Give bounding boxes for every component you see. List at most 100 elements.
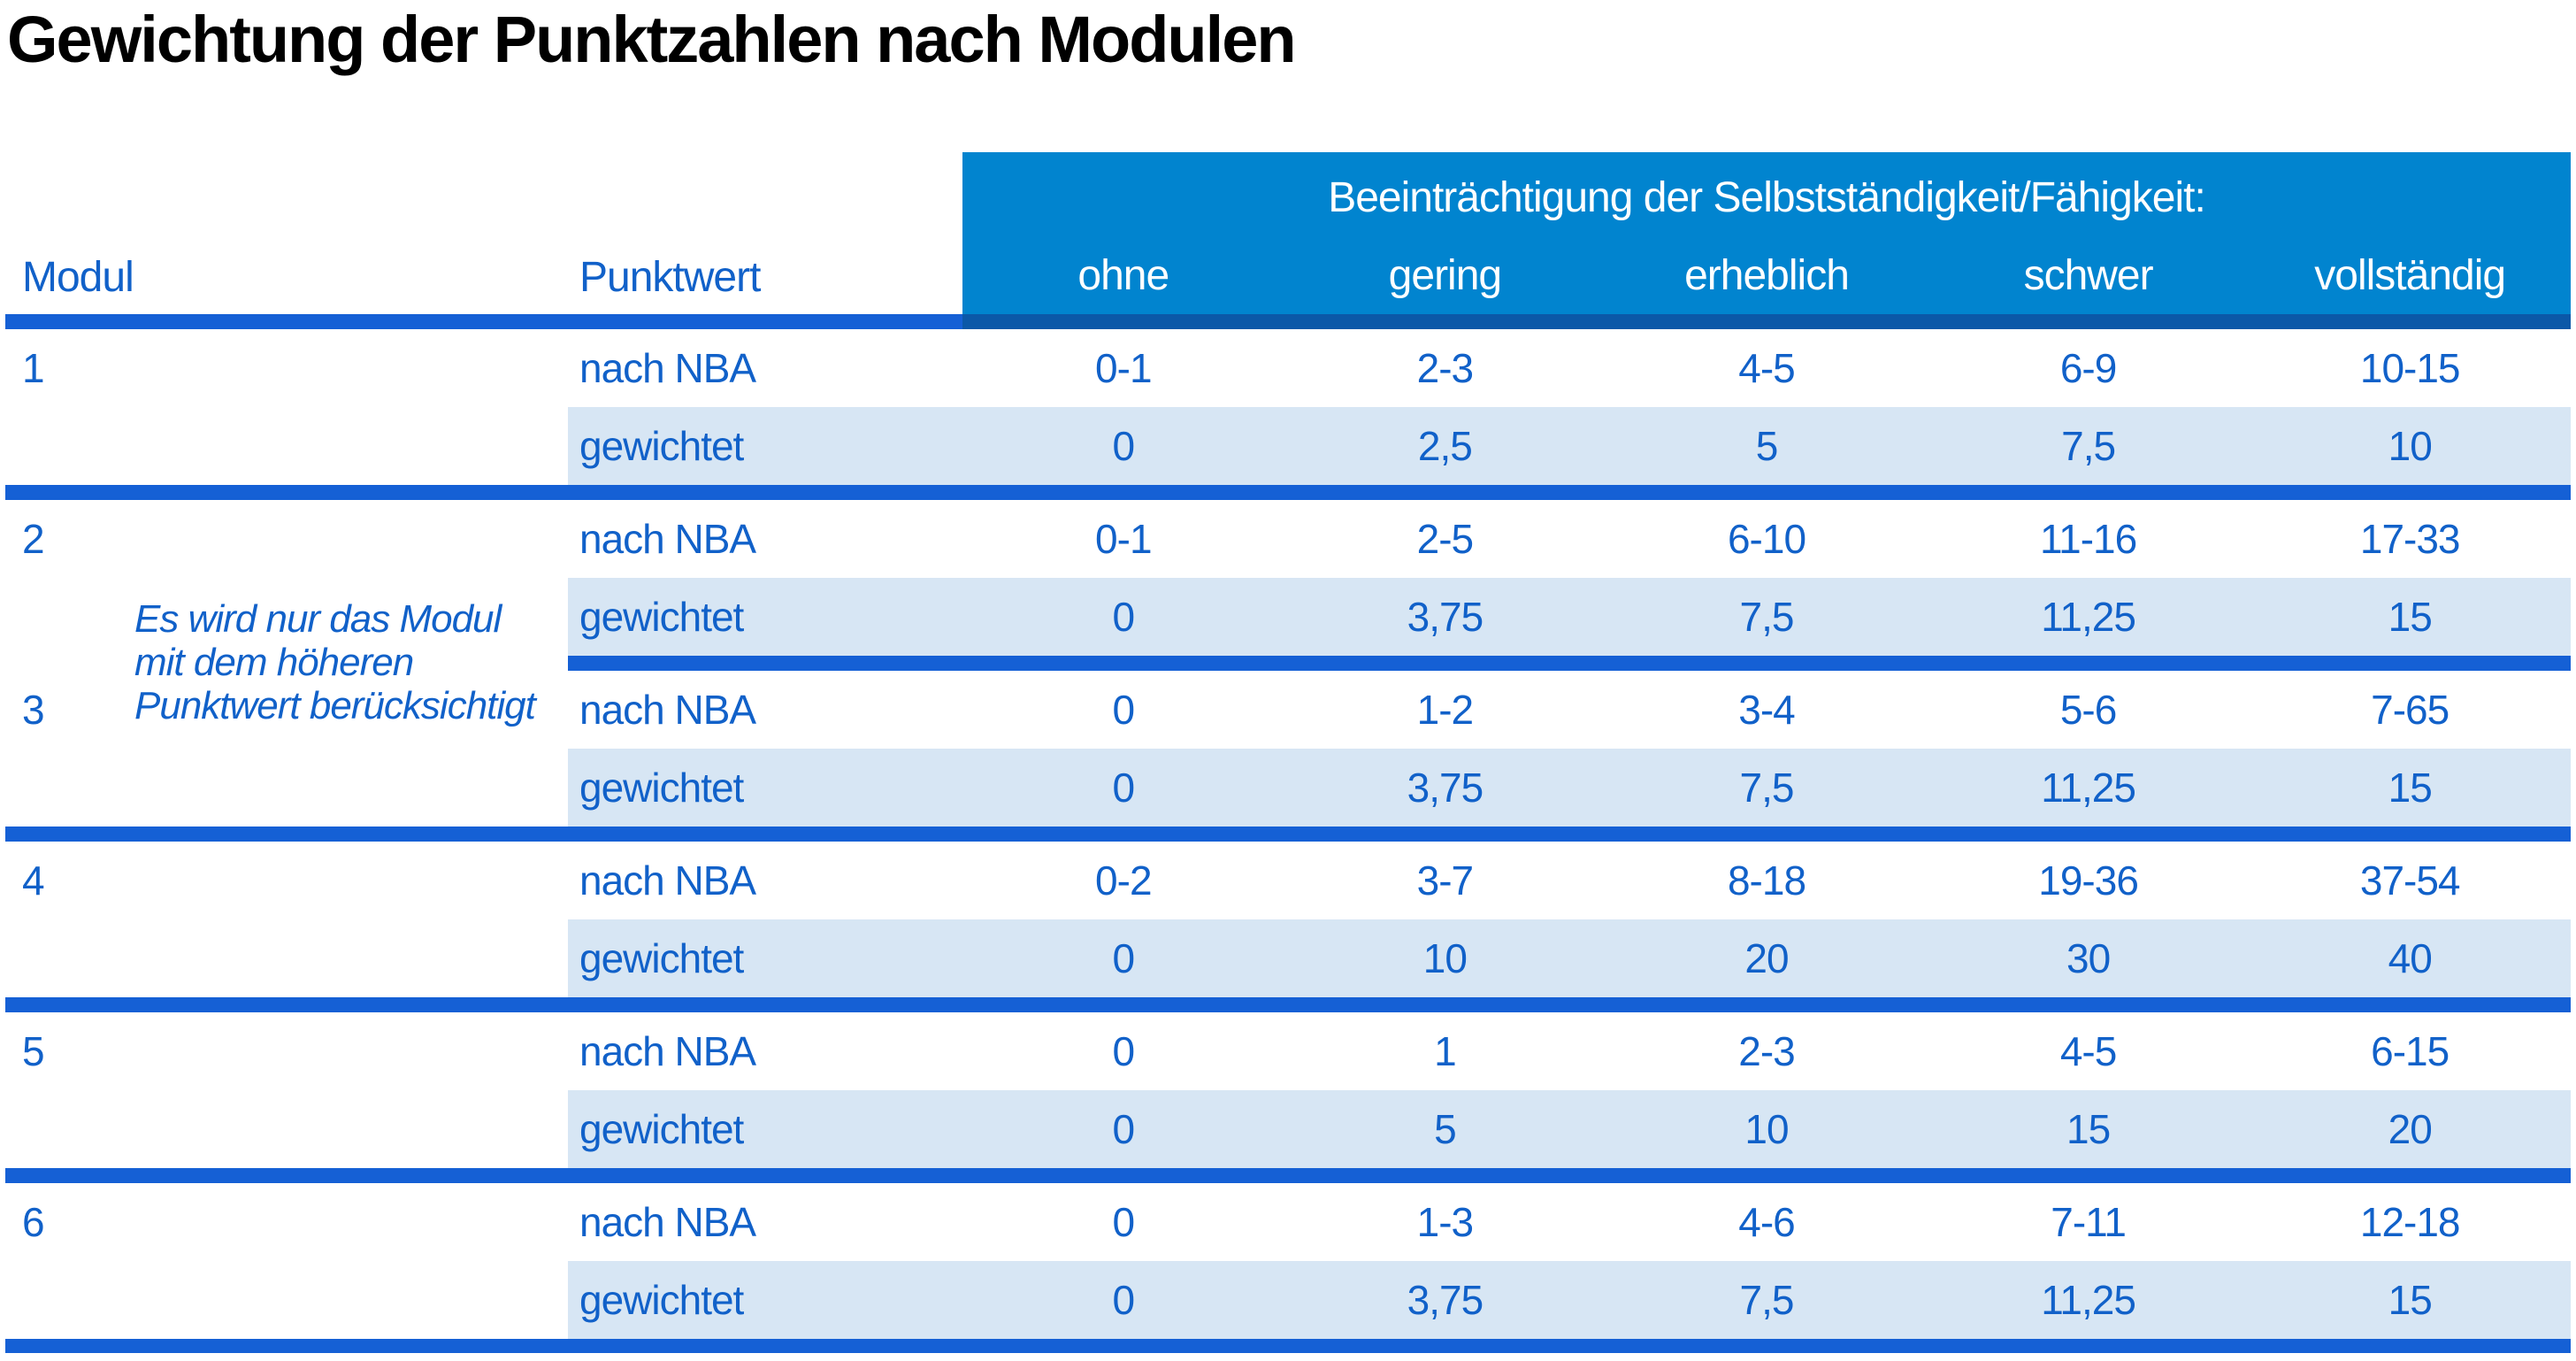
- table-row: gewichtet 0 3,75 7,5 11,25 15: [5, 749, 2571, 827]
- score-cell: 3-7: [1416, 857, 1474, 903]
- score-cell: 12-18: [2359, 1199, 2461, 1245]
- row-type-label: gewichtet: [568, 578, 962, 656]
- module-5-group: 5 nach NBA 0 1 2-3 4-5 6-15 gewichtet 0 …: [5, 1012, 2571, 1183]
- score-cell: 30: [1927, 919, 2250, 997]
- row-type-label: gewichtet: [568, 1261, 962, 1339]
- module-id-empty: [5, 1261, 568, 1339]
- module-2-3-group: nach NBA 0-1 2-5 6-10 11-16 17-33 gewich…: [5, 500, 2571, 842]
- score-cell: 6-10: [1727, 516, 1806, 562]
- row-type-label: nach NBA: [579, 1028, 756, 1074]
- score-cell: 1: [1434, 1028, 1457, 1074]
- row-type-label: gewichtet: [568, 919, 962, 997]
- score-cell: 10: [1606, 1090, 1928, 1168]
- module-4-group: 4 nach NBA 0-2 3-7 8-18 19-36 37-54 gewi…: [5, 842, 2571, 1012]
- score-cell: 10: [2249, 407, 2571, 485]
- module-id-empty: [5, 407, 568, 485]
- row-type-label: nach NBA: [579, 345, 756, 391]
- score-cell: 7,5: [1606, 1261, 1928, 1339]
- score-cell: 37-54: [2359, 857, 2461, 903]
- score-cell: 0-1: [1095, 345, 1152, 391]
- table-row: 6 nach NBA 0 1-3 4-6 7-11 12-18: [5, 1183, 2571, 1261]
- group-divider: [5, 827, 2571, 842]
- score-cell: 40: [2249, 919, 2571, 997]
- table-row: 1 nach NBA 0-1 2-3 4-5 6-9 10-15: [5, 329, 2571, 407]
- score-cell: 1-3: [1416, 1199, 1474, 1245]
- note-line: Punktwert berücksichtigt: [134, 684, 536, 727]
- score-cell: 11,25: [1927, 749, 2250, 827]
- score-cell: 0: [962, 1090, 1284, 1168]
- score-cell: 10-15: [2359, 345, 2461, 391]
- score-cell: 11,25: [1927, 578, 2250, 656]
- score-cell: 3,75: [1284, 749, 1606, 827]
- table-row: gewichtet 0 3,75 7,5 11,25 15: [5, 1261, 2571, 1339]
- higher-module-note: Es wird nur das Modul mit dem höheren Pu…: [134, 597, 536, 727]
- table-row: nach NBA 0-1 2-5 6-10 11-16 17-33: [5, 500, 2571, 578]
- severity-header-vollstaendig: vollständig: [2314, 251, 2506, 299]
- score-cell: 19-36: [2038, 857, 2139, 903]
- score-cell: 0: [1112, 1028, 1136, 1074]
- note-line: mit dem höheren: [134, 641, 414, 684]
- score-cell: 11,25: [1927, 1261, 2250, 1339]
- impairment-header-box: Beeinträchtigung der Selbstständigkeit/F…: [962, 152, 2571, 314]
- module-id: 5: [22, 1028, 45, 1074]
- score-cell: 0: [962, 919, 1284, 997]
- module-id: 6: [22, 1199, 45, 1245]
- score-cell: 6-9: [2059, 345, 2117, 391]
- group-divider-partial: [568, 656, 2571, 671]
- score-cell: 7,5: [1606, 749, 1928, 827]
- score-cell: 7-65: [2371, 687, 2450, 733]
- table-row: 4 nach NBA 0-2 3-7 8-18 19-36 37-54: [5, 842, 2571, 919]
- table-row: gewichtet 0 10 20 30 40: [5, 919, 2571, 997]
- module-2-3-left-column: 2 Es wird nur das Modul mit dem höheren …: [5, 500, 568, 827]
- score-cell: 15: [2249, 578, 2571, 656]
- score-cell: 0: [962, 407, 1284, 485]
- score-cell: 4-6: [1738, 1199, 1795, 1245]
- group-divider: [5, 485, 2571, 500]
- module-id: 2: [22, 516, 45, 562]
- row-type-label: nach NBA: [579, 516, 756, 562]
- score-cell: 2-3: [1416, 345, 1474, 391]
- score-cell: 0: [962, 749, 1284, 827]
- severity-header-schwer: schwer: [2023, 251, 2154, 299]
- score-cell: 1-2: [1416, 687, 1474, 733]
- module-6-group: 6 nach NBA 0 1-3 4-6 7-11 12-18 gewichte…: [5, 1183, 2571, 1353]
- score-cell: 0-2: [1095, 857, 1152, 903]
- score-cell: 0: [1112, 1199, 1136, 1245]
- score-cell: 2-3: [1738, 1028, 1795, 1074]
- module-1-group: 1 nach NBA 0-1 2-3 4-5 6-9 10-15 gewicht…: [5, 329, 2571, 500]
- module-id: 1: [22, 345, 45, 391]
- row-type-label: nach NBA: [579, 857, 756, 903]
- score-cell: 3,75: [1284, 578, 1606, 656]
- score-cell: 3,75: [1284, 1261, 1606, 1339]
- score-cell: 8-18: [1727, 857, 1806, 903]
- score-cell: 15: [2249, 749, 2571, 827]
- weighting-table: Modul Punktwert Beeinträchtigung der Sel…: [5, 152, 2571, 1353]
- table-bottom-bar: [5, 1339, 2571, 1353]
- score-cell: 0: [962, 1261, 1284, 1339]
- table-row: gewichtet 0 2,5 5 7,5 10: [5, 407, 2571, 485]
- score-cell: 2,5: [1284, 407, 1606, 485]
- header-divider-left: [5, 314, 962, 329]
- score-cell: 2-5: [1416, 516, 1474, 562]
- severity-header-ohne: ohne: [1077, 251, 1169, 299]
- severity-header-gering: gering: [1388, 251, 1502, 299]
- row-type-label: gewichtet: [568, 407, 962, 485]
- score-cell: 17-33: [2359, 516, 2461, 562]
- score-cell: 3-4: [1738, 687, 1795, 733]
- row-type-label: gewichtet: [568, 749, 962, 827]
- score-cell: 7,5: [1606, 578, 1928, 656]
- score-cell: 0-1: [1095, 516, 1152, 562]
- module-id: 3: [22, 687, 45, 733]
- note-line: Es wird nur das Modul: [134, 597, 502, 641]
- table-row: 5 nach NBA 0 1 2-3 4-5 6-15: [5, 1012, 2571, 1090]
- score-cell: 5: [1284, 1090, 1606, 1168]
- severity-header-row: ohne gering erheblich schwer vollständig: [962, 236, 2571, 314]
- group-divider: [5, 1168, 2571, 1183]
- score-cell: 5: [1606, 407, 1928, 485]
- row-type-label: gewichtet: [568, 1090, 962, 1168]
- table-row: gewichtet 0 5 10 15 20: [5, 1090, 2571, 1168]
- header-divider: [5, 314, 2571, 329]
- score-cell: 0: [962, 578, 1284, 656]
- module-id-empty: [5, 1090, 568, 1168]
